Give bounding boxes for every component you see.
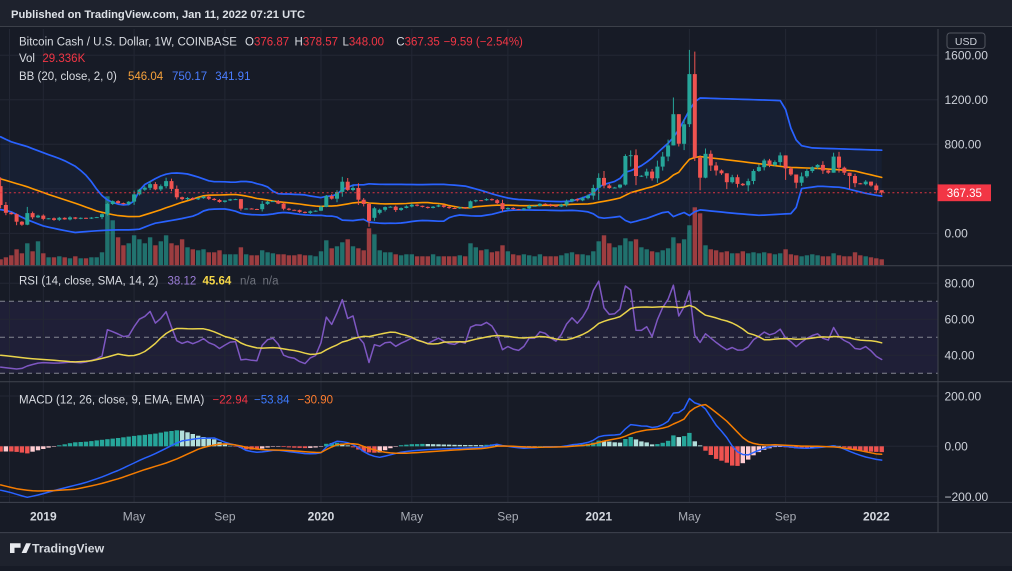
svg-text:40.00: 40.00 — [945, 349, 975, 363]
svg-text:200.00: 200.00 — [945, 389, 982, 403]
svg-text:Sep: Sep — [214, 509, 236, 523]
svg-text:May: May — [123, 509, 146, 523]
svg-text:367.35: 367.35 — [947, 188, 982, 200]
svg-text:1200.00: 1200.00 — [945, 93, 989, 107]
svg-text:800.00: 800.00 — [945, 138, 982, 152]
svg-text:TradingView: TradingView — [32, 542, 105, 556]
svg-text:−200.00: −200.00 — [945, 490, 989, 504]
svg-text:60.00: 60.00 — [945, 313, 975, 327]
svg-text:USD: USD — [955, 36, 978, 48]
svg-text:2022: 2022 — [863, 509, 890, 523]
svg-text:2020: 2020 — [308, 509, 335, 523]
svg-text:MACD (12, 26, close, 9, EMA, E: MACD (12, 26, close, 9, EMA, EMA) −22.94−… — [19, 395, 333, 407]
svg-text:RSI (14, close, SMA, 14, 2)38.: RSI (14, close, SMA, 14, 2) 38.12 45.64 n/a… — [19, 276, 279, 288]
svg-text:0.00: 0.00 — [945, 440, 969, 454]
svg-text:Sep: Sep — [497, 509, 519, 523]
svg-text:2021: 2021 — [585, 509, 612, 523]
svg-text:May: May — [400, 509, 423, 523]
svg-text:2019: 2019 — [30, 509, 57, 523]
svg-text:1600.00: 1600.00 — [945, 49, 989, 63]
svg-text:May: May — [678, 509, 701, 523]
svg-text:Bitcoin Cash / U.S. Dollar, 1W: Bitcoin Cash / U.S. Dollar, 1W, COINBASE… — [19, 36, 523, 48]
svg-text:Published on TradingView.com,: Published on TradingView.com, Jan 11, 20… — [11, 9, 305, 21]
svg-text:0.00: 0.00 — [945, 227, 969, 241]
svg-text:Sep: Sep — [775, 509, 797, 523]
svg-text:80.00: 80.00 — [945, 277, 975, 291]
